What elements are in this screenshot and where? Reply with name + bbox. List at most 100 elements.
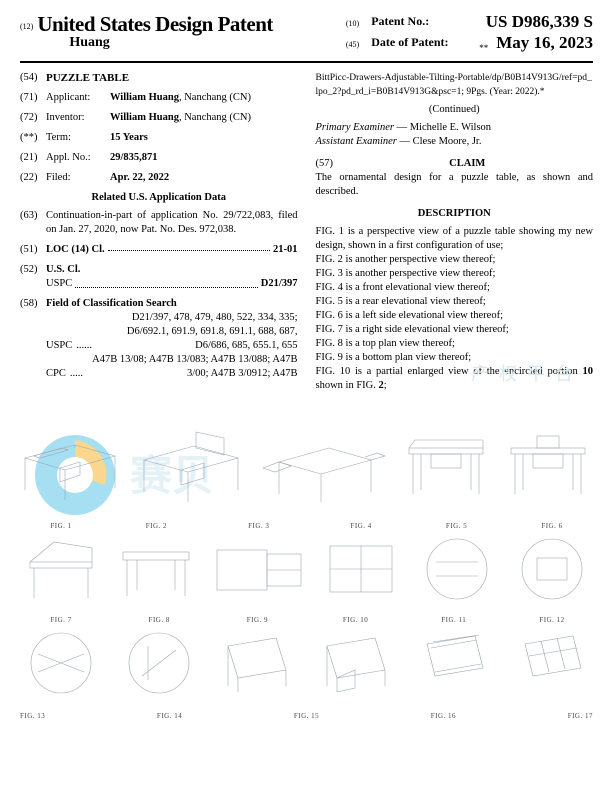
- right-column: BittPicc-Drawers-Adjustable-Tilting-Port…: [316, 71, 594, 393]
- inventor-header: Huang: [69, 35, 273, 51]
- title-54: PUZZLE TABLE: [46, 71, 129, 85]
- uspc-row: USPC ...... D21/397, 478, 479, 480, 522,…: [46, 311, 298, 353]
- related-data-title: Related U.S. Application Data: [20, 191, 298, 205]
- fig-r4-3: FIG. 15: [294, 712, 319, 722]
- url-cite: BittPicc-Drawers-Adjustable-Tilting-Port…: [316, 71, 594, 99]
- fig-persp-3: [259, 430, 389, 504]
- assistant-examiner: Assistant Examiner — Clese Moore, Jr.: [316, 135, 594, 149]
- fig-desc-4: FIG. 4 is a front elevational view there…: [316, 281, 594, 295]
- fig-r3-1: FIG. 7: [20, 616, 102, 698]
- cpc-row: CPC ..... A47B 13/08; A47B 13/083; A47B …: [46, 353, 298, 381]
- date-star: **: [479, 39, 488, 58]
- drawing-row-1: [20, 430, 593, 504]
- patent-no-value: US D986,339 S: [479, 12, 593, 33]
- drawing-row-4: FIG. 13 FIG. 14 FIG. 15 FIG. 16 FIG. 17: [20, 712, 593, 722]
- claim-header: (57) CLAIM: [316, 157, 594, 171]
- label-71: Applicant:: [46, 91, 110, 105]
- fig-persp-2: [136, 430, 246, 504]
- fig-r3-5: FIG. 11: [413, 616, 495, 698]
- fig-r4-4: FIG. 16: [431, 712, 456, 722]
- drawings-grid: FIG. 1 FIG. 2 FIG. 3 FIG. 4 FIG. 5: [0, 430, 613, 806]
- code-12: (12): [20, 22, 33, 31]
- sub-52: USPC: [46, 277, 72, 291]
- header-left: (12) United States Design Patent Huang: [20, 12, 273, 51]
- cpc-label: CPC: [46, 367, 66, 381]
- code-58: (58): [20, 297, 46, 311]
- label-22: Filed:: [46, 171, 110, 185]
- code-22: (22): [20, 171, 46, 185]
- value-52: D21/397: [261, 277, 298, 291]
- fig-r3-3: FIG. 9: [216, 616, 298, 698]
- drawing-row-3: FIG. 7 FIG. 8 FIG. 9 FIG. 10 FIG. 11: [20, 616, 593, 698]
- claim-title: CLAIM: [342, 157, 594, 171]
- header: (12) United States Design Patent Huang (…: [20, 12, 593, 58]
- text-63: Continuation-in-part of application No. …: [46, 209, 298, 237]
- value-71: William Huang, Nanchang (CN): [110, 91, 298, 105]
- fig-persp-1: [20, 430, 124, 504]
- code-71: (71): [20, 91, 46, 105]
- fig-desc-list: FIG. 1 is a perspective view of a puzzle…: [316, 225, 594, 393]
- body-columns: (54) PUZZLE TABLE (71) Applicant: Willia…: [20, 71, 593, 393]
- code-45: (45): [346, 35, 359, 58]
- fig-r3-4: FIG. 10: [315, 616, 397, 698]
- patent-page: (12) United States Design Patent Huang (…: [0, 0, 613, 393]
- uspc-text: D21/397, 478, 479, 480, 522, 334, 335; D…: [96, 311, 297, 353]
- left-column: (54) PUZZLE TABLE (71) Applicant: Willia…: [20, 71, 298, 393]
- fig-desc-10: FIG. 10 is a partial enlarged view of th…: [316, 365, 594, 393]
- code-72: (72): [20, 111, 46, 125]
- fig-r3-2: FIG. 8: [118, 616, 200, 698]
- leader-52: [75, 280, 257, 288]
- label-58: Field of Classification Search: [46, 297, 177, 311]
- fig-front-4: [401, 430, 491, 504]
- fig-r4-1: FIG. 13: [20, 712, 45, 722]
- fig-front-5: [503, 430, 593, 504]
- primary-examiner: Primary Examiner — Michelle E. Wilson: [316, 121, 594, 135]
- code-63: (63): [20, 209, 46, 237]
- desc-title: DESCRIPTION: [316, 207, 594, 221]
- value-72: William Huang, Nanchang (CN): [110, 111, 298, 125]
- value-22: Apr. 22, 2022: [110, 171, 298, 185]
- fig-desc-6: FIG. 6 is a left side elevational view t…: [316, 309, 594, 323]
- fig-desc-9: FIG. 9 is a bottom plan view thereof;: [316, 351, 594, 365]
- code-term: (**): [20, 131, 46, 145]
- label-term: Term:: [46, 131, 110, 145]
- value-51: 21-01: [273, 243, 298, 257]
- cpc-text: A47B 13/08; A47B 13/083; A47B 13/088; A4…: [87, 353, 298, 381]
- fig-r2-1: FIG. 1: [20, 522, 102, 604]
- code-54: (54): [20, 71, 46, 85]
- patent-no-label: Patent No.:: [371, 12, 471, 33]
- fig-r2-2: FIG. 2: [115, 522, 197, 604]
- code-57: (57): [316, 157, 342, 171]
- code-51: (51): [20, 243, 46, 257]
- fig-r4-5: FIG. 17: [568, 712, 593, 722]
- value-term: 15 Years: [110, 131, 298, 145]
- label-72: Inventor:: [46, 111, 110, 125]
- code-52: (52): [20, 263, 46, 277]
- leader-51: [108, 243, 270, 251]
- label-21: Appl. No.:: [46, 151, 110, 165]
- date-label: Date of Patent:: [371, 33, 471, 58]
- claim-text: The ornamental design for a puzzle table…: [316, 171, 594, 199]
- fig-r2-4: FIG. 4: [320, 522, 402, 604]
- fig-r2-6: FIG. 6: [511, 522, 593, 604]
- doc-title: United States Design Patent: [37, 12, 273, 37]
- value-21: 29/835,871: [110, 151, 298, 165]
- label-52: U.S. Cl.: [46, 263, 80, 277]
- header-rule: [20, 61, 593, 63]
- code-10: (10): [346, 14, 359, 33]
- fig-r3-6: FIG. 12: [511, 616, 593, 698]
- date-value: May 16, 2023: [496, 33, 593, 58]
- fig-r2-5: FIG. 5: [416, 522, 498, 604]
- drawing-row-2: FIG. 1 FIG. 2 FIG. 3 FIG. 4 FIG. 5: [20, 522, 593, 604]
- code-21: (21): [20, 151, 46, 165]
- fig-desc-5: FIG. 5 is a rear elevational view thereo…: [316, 295, 594, 309]
- label-51: LOC (14) Cl.: [46, 243, 105, 257]
- fig-desc-3: FIG. 3 is another perspective view there…: [316, 267, 594, 281]
- fig-desc-7: FIG. 7 is a right side elevational view …: [316, 323, 594, 337]
- uspc-label: USPC: [46, 339, 72, 353]
- fig-desc-2: FIG. 2 is another perspective view there…: [316, 253, 594, 267]
- fig-desc-1: FIG. 1 is a perspective view of a puzzle…: [316, 225, 594, 253]
- header-right: (10) Patent No.: US D986,339 S (45) Date…: [346, 12, 593, 58]
- fig-r2-3: FIG. 3: [211, 522, 307, 604]
- fig-r4-2: FIG. 14: [157, 712, 182, 722]
